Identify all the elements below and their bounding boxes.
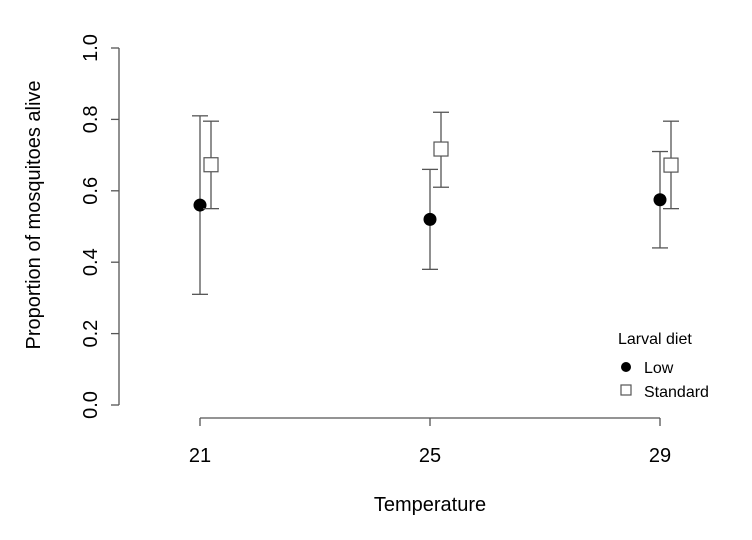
y-tick-label: 0.8 (80, 105, 102, 133)
point-low (653, 193, 667, 207)
y-tick-label: 0.0 (80, 391, 102, 419)
legend: Larval diet Low Standard (618, 331, 709, 401)
y-tick-label: 0.2 (80, 320, 102, 348)
point-low (423, 212, 437, 226)
y-tick-label: 0.4 (80, 248, 102, 276)
legend-label-standard: Standard (644, 384, 709, 401)
x-tick-label: 25 (419, 445, 441, 467)
legend-marker-low (621, 362, 631, 372)
y-axis: 0.0 0.2 0.4 0.6 0.8 1.0 (80, 34, 120, 419)
x-axis-label: Temperature (374, 494, 486, 516)
plot-area (192, 111, 679, 295)
x-tick-label: 21 (189, 445, 211, 467)
y-axis-label: Proportion of mosquitoes alive (23, 80, 45, 349)
x-axis: 21 25 29 (189, 417, 671, 467)
y-tick-label: 0.6 (80, 177, 102, 205)
point-low (193, 198, 207, 212)
point-standard (203, 157, 219, 173)
legend-label-low: Low (644, 360, 674, 377)
point-standard (663, 157, 679, 173)
y-tick-label: 1.0 (80, 34, 102, 62)
point-standard (433, 141, 449, 157)
legend-title: Larval diet (618, 331, 692, 348)
legend-marker-standard (620, 384, 632, 396)
x-tick-label: 29 (649, 445, 671, 467)
